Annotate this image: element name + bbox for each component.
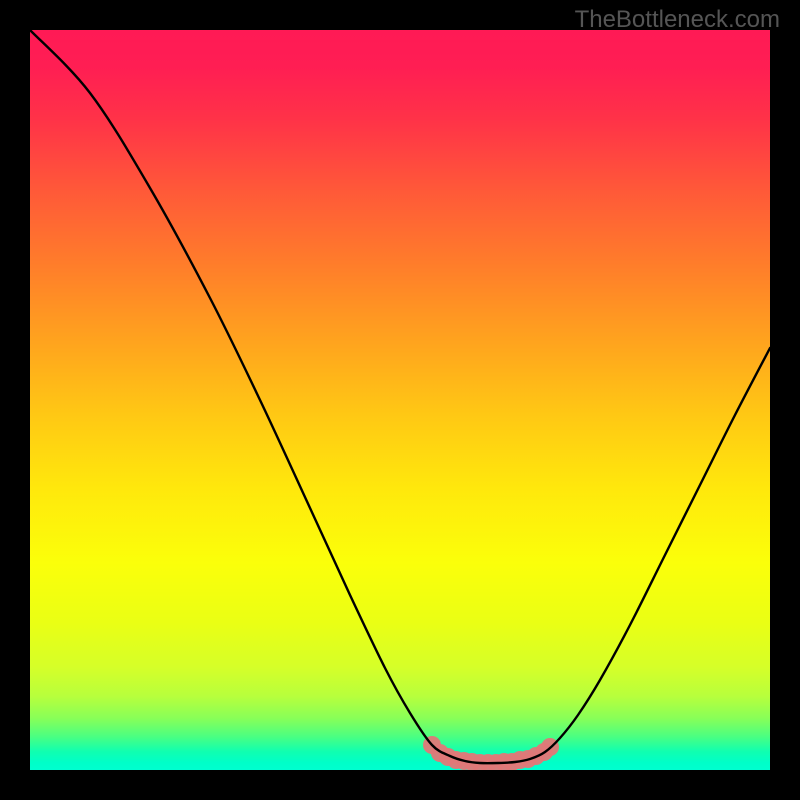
watermark-text: TheBottleneck.com	[575, 6, 780, 34]
chart-frame: TheBottleneck.com	[0, 0, 800, 800]
plot-area	[30, 30, 770, 770]
plot-svg	[30, 30, 770, 770]
gradient-background	[30, 30, 770, 770]
